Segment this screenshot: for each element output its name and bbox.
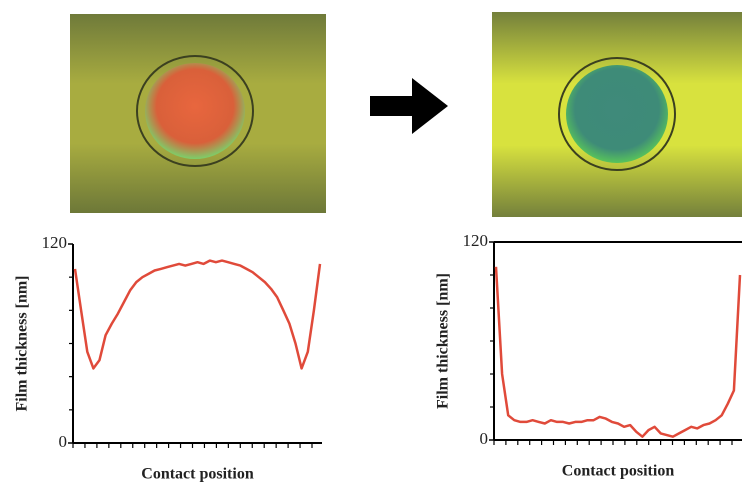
- y-tick-label: 0: [59, 432, 68, 451]
- x-axis-label: Contact position: [562, 463, 675, 480]
- data-line: [494, 266, 742, 438]
- y-tick-label: 120: [463, 231, 489, 250]
- x-axis-label: Contact position: [141, 466, 254, 483]
- photo-before: [70, 14, 326, 213]
- y-axis-label: Film thickness [nm]: [14, 276, 31, 412]
- y-axis-label: Film thickness [nm]: [435, 273, 452, 409]
- y-tick-label: 120: [42, 233, 68, 252]
- y-tick-label: 0: [480, 429, 489, 448]
- photo-after: [492, 12, 742, 217]
- arrow: [370, 78, 448, 134]
- data-line: [73, 259, 322, 370]
